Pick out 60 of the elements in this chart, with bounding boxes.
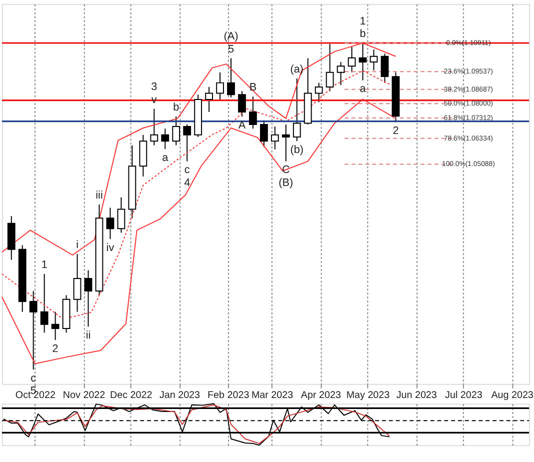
x-tick-label: Jul 2023 <box>445 390 483 402</box>
candlestick <box>282 124 290 162</box>
candlestick <box>216 72 224 100</box>
annotation: a <box>360 83 367 96</box>
annotation: B <box>249 82 257 94</box>
annotation: 1 <box>41 259 48 272</box>
annotation: A <box>238 119 246 132</box>
x-tick-label: Aug 2023 <box>491 390 534 402</box>
candlestick <box>358 42 367 81</box>
candlestick <box>336 61 345 86</box>
x-tick-label: May 2023 <box>346 390 390 402</box>
candlestick <box>161 128 170 150</box>
candlestick <box>51 311 60 340</box>
candlestick <box>73 253 82 312</box>
candlestick <box>348 46 356 73</box>
x-tick-label: Jun 2023 <box>396 390 438 402</box>
candlestick <box>370 49 378 71</box>
annotation: 3 <box>151 81 158 94</box>
annotation: a <box>162 152 170 164</box>
candlestick <box>380 53 389 84</box>
candlestick <box>292 78 301 142</box>
x-tick-label: Feb 2023 <box>208 390 250 402</box>
candlestick <box>84 270 92 328</box>
candlestick <box>260 120 268 148</box>
x-tick-label: Apr 2023 <box>300 390 342 402</box>
candlestick <box>270 126 279 150</box>
candlestick <box>227 58 235 98</box>
annotation: 2 <box>52 342 58 355</box>
annotation: (B) <box>278 176 294 189</box>
annotation: ii <box>86 329 91 342</box>
candlestick <box>326 43 334 92</box>
candlestick <box>205 86 213 112</box>
annotation: c <box>184 164 190 176</box>
annotation: 5 <box>228 43 234 56</box>
candlestick <box>106 207 114 240</box>
candlestick <box>150 108 158 146</box>
annotation: iii <box>96 189 103 202</box>
candlestick <box>249 96 257 130</box>
annotation: iv <box>106 242 115 254</box>
annotation: (A) <box>224 30 238 42</box>
x-tick-label: Mar 2023 <box>251 390 294 402</box>
candlestick <box>29 290 38 370</box>
annotation: (a) <box>290 64 304 76</box>
annotation: i <box>76 239 78 252</box>
candlestick <box>172 116 180 146</box>
annotation: 2 <box>392 125 399 138</box>
candlestick <box>183 124 192 162</box>
candlestick <box>117 196 126 234</box>
annotation: c <box>30 372 37 384</box>
x-tick-label: Jan 2023 <box>159 390 201 402</box>
candlestick <box>238 90 246 118</box>
x-tick-label: Dec 2022 <box>110 390 152 402</box>
annotation: b <box>360 28 366 40</box>
x-tick-label: Nov 2022 <box>62 390 106 402</box>
candlestick <box>40 273 48 334</box>
annotation: (b) <box>290 144 304 156</box>
annotation: 1 <box>360 15 366 28</box>
annotation: 4 <box>184 176 190 189</box>
annotation: b <box>173 102 180 114</box>
candlestick <box>314 82 323 103</box>
